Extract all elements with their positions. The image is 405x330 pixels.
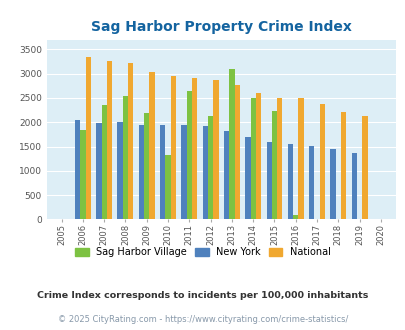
Bar [165,155,170,219]
Bar [128,63,133,219]
Bar [292,214,298,219]
Bar [144,114,149,219]
Bar [229,69,234,219]
Bar [255,93,260,219]
Bar [298,98,303,219]
Text: © 2025 CityRating.com - https://www.cityrating.com/crime-statistics/: © 2025 CityRating.com - https://www.city… [58,315,347,324]
Bar [181,125,186,219]
Bar [107,61,112,219]
Bar [122,96,128,219]
Bar [139,125,144,219]
Bar [245,137,250,219]
Bar [340,112,345,219]
Bar [186,91,192,219]
Bar [330,149,335,219]
Bar [234,85,239,219]
Bar [202,126,207,219]
Bar [213,81,218,219]
Bar [361,116,367,219]
Bar [266,142,271,219]
Bar [160,125,165,219]
Bar [170,76,176,219]
Bar [149,72,154,219]
Bar [192,78,197,219]
Legend: Sag Harbor Village, New York, National: Sag Harbor Village, New York, National [71,243,334,261]
Bar [271,111,277,219]
Bar [96,123,101,219]
Bar [277,98,282,219]
Title: Sag Harbor Property Crime Index: Sag Harbor Property Crime Index [91,20,351,34]
Bar [319,104,324,219]
Bar [287,144,292,219]
Bar [224,131,229,219]
Bar [75,120,80,219]
Bar [101,105,107,219]
Bar [207,116,213,219]
Bar [250,98,255,219]
Bar [351,153,356,219]
Bar [80,129,85,219]
Bar [308,146,313,219]
Text: Crime Index corresponds to incidents per 100,000 inhabitants: Crime Index corresponds to incidents per… [37,291,368,300]
Bar [85,57,91,219]
Bar [117,122,122,219]
